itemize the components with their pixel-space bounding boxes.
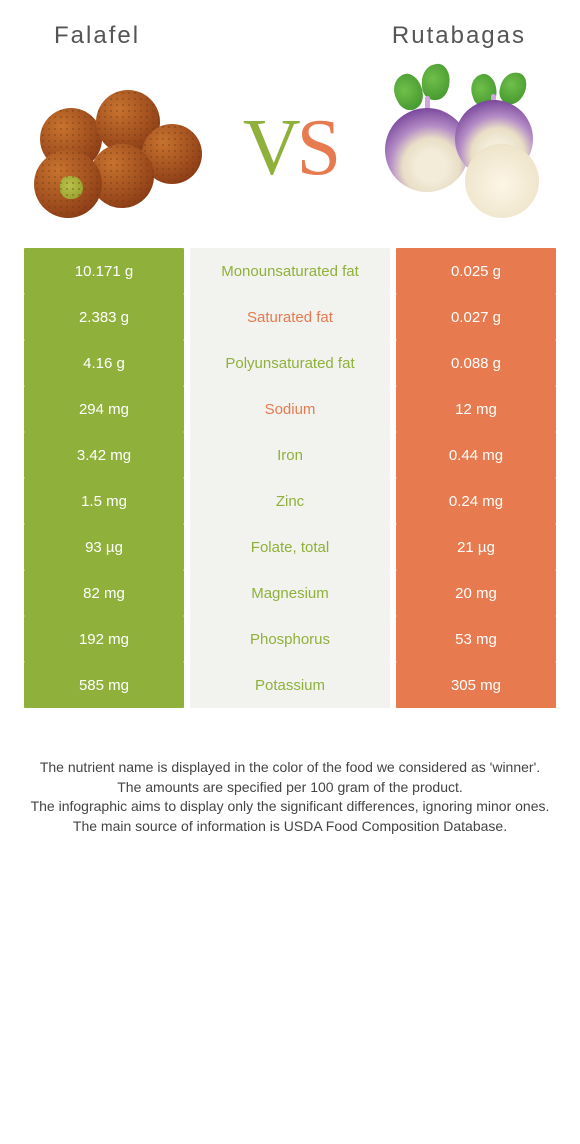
right-value: 53 mg [396,616,556,662]
footnote-line: The nutrient name is displayed in the co… [30,758,550,778]
falafel-image [32,78,207,218]
right-value: 0.24 mg [396,478,556,524]
left-value: 3.42 mg [24,432,184,478]
footnote-line: The main source of information is USDA F… [30,817,550,837]
nutrient-name: Polyunsaturated fat [190,340,390,386]
nutrient-table: 10.171 gMonounsaturated fat0.025 g2.383 … [24,248,556,708]
left-value: 10.171 g [24,248,184,294]
right-value: 0.025 g [396,248,556,294]
table-row: 82 mgMagnesium20 mg [24,570,556,616]
nutrient-name: Folate, total [190,524,390,570]
left-value: 585 mg [24,662,184,708]
right-food-title: Rutabagas [392,22,526,50]
infographic: Falafel Rutabagas VS 10.171 gMonounsa [0,0,580,866]
nutrient-name: Saturated fat [190,294,390,340]
footnotes: The nutrient name is displayed in the co… [24,758,556,836]
table-row: 3.42 mgIron0.44 mg [24,432,556,478]
footnote-line: The amounts are specified per 100 gram o… [30,778,550,798]
left-value: 294 mg [24,386,184,432]
table-row: 4.16 gPolyunsaturated fat0.088 g [24,340,556,386]
vs-v: V [243,108,297,188]
table-row: 10.171 gMonounsaturated fat0.025 g [24,248,556,294]
table-row: 2.383 gSaturated fat0.027 g [24,294,556,340]
left-value: 1.5 mg [24,478,184,524]
table-row: 192 mgPhosphorus53 mg [24,616,556,662]
right-value: 20 mg [396,570,556,616]
left-value: 82 mg [24,570,184,616]
nutrient-name: Sodium [190,386,390,432]
left-value: 4.16 g [24,340,184,386]
right-value: 0.088 g [396,340,556,386]
left-value: 2.383 g [24,294,184,340]
nutrient-name: Magnesium [190,570,390,616]
nutrient-name: Iron [190,432,390,478]
nutrient-name: Potassium [190,662,390,708]
nutrient-name: Monounsaturated fat [190,248,390,294]
footnote-line: The infographic aims to display only the… [30,797,550,817]
left-value: 93 µg [24,524,184,570]
right-value: 305 mg [396,662,556,708]
table-row: 93 µgFolate, total21 µg [24,524,556,570]
left-food-title: Falafel [54,22,140,50]
table-row: 294 mgSodium12 mg [24,386,556,432]
title-row: Falafel Rutabagas [24,18,556,58]
left-value: 192 mg [24,616,184,662]
vs-s: S [297,108,338,188]
right-value: 0.44 mg [396,432,556,478]
rutabaga-image [373,78,548,218]
nutrient-name: Phosphorus [190,616,390,662]
table-row: 1.5 mgZinc0.24 mg [24,478,556,524]
right-value: 12 mg [396,386,556,432]
nutrient-name: Zinc [190,478,390,524]
table-row: 585 mgPotassium305 mg [24,662,556,708]
right-value: 21 µg [396,524,556,570]
hero-row: VS [24,58,556,248]
vs-label: VS [243,108,337,188]
right-value: 0.027 g [396,294,556,340]
